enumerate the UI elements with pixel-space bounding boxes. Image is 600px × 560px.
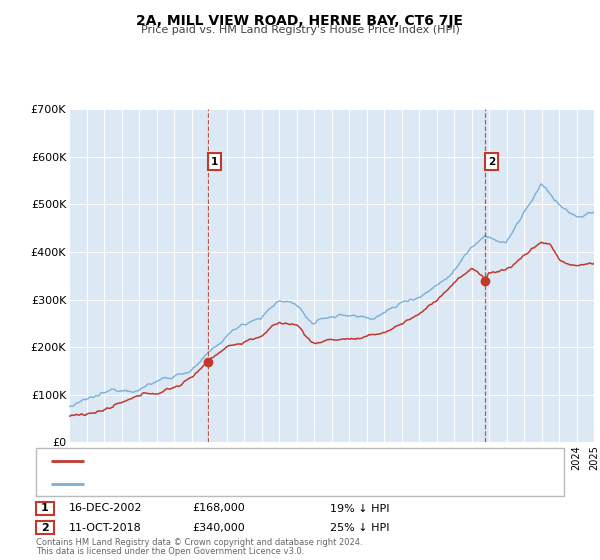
Text: 1: 1 [211, 157, 218, 166]
Text: Contains HM Land Registry data © Crown copyright and database right 2024.: Contains HM Land Registry data © Crown c… [36, 539, 362, 548]
Text: 2: 2 [41, 522, 49, 533]
Text: £340,000: £340,000 [192, 522, 245, 533]
Text: 25% ↓ HPI: 25% ↓ HPI [330, 522, 389, 533]
Text: Price paid vs. HM Land Registry's House Price Index (HPI): Price paid vs. HM Land Registry's House … [140, 25, 460, 35]
Text: HPI: Average price, detached house, Canterbury: HPI: Average price, detached house, Cant… [90, 479, 342, 489]
Text: This data is licensed under the Open Government Licence v3.0.: This data is licensed under the Open Gov… [36, 548, 304, 557]
Text: £168,000: £168,000 [192, 503, 245, 514]
Text: 19% ↓ HPI: 19% ↓ HPI [330, 503, 389, 514]
Text: 16-DEC-2002: 16-DEC-2002 [69, 503, 143, 514]
Text: 2A, MILL VIEW ROAD, HERNE BAY, CT6 7JE (detached house): 2A, MILL VIEW ROAD, HERNE BAY, CT6 7JE (… [90, 456, 404, 466]
Text: 2: 2 [488, 157, 495, 166]
Text: 11-OCT-2018: 11-OCT-2018 [69, 522, 142, 533]
Text: 2A, MILL VIEW ROAD, HERNE BAY, CT6 7JE: 2A, MILL VIEW ROAD, HERNE BAY, CT6 7JE [137, 14, 464, 28]
Text: 1: 1 [41, 503, 49, 514]
